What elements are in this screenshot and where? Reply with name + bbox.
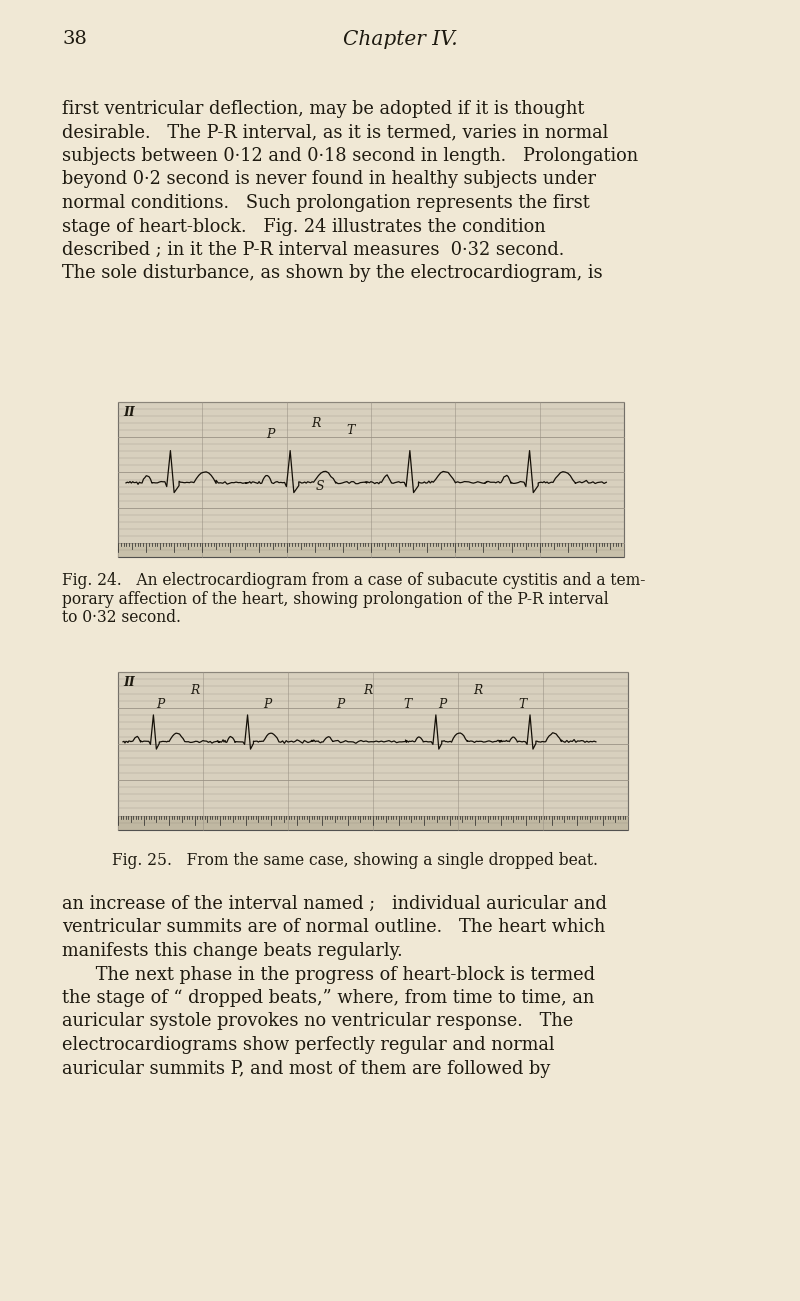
Text: T: T	[346, 424, 354, 437]
Text: auricular summits P, and most of them are followed by: auricular summits P, and most of them ar…	[62, 1059, 550, 1077]
Text: manifests this change beats regularly.: manifests this change beats regularly.	[62, 942, 402, 960]
Bar	[118, 543, 624, 557]
Text: P: P	[266, 428, 274, 441]
Text: P: P	[263, 699, 271, 712]
Text: Fig. 25.   From the same case, showing a single dropped beat.: Fig. 25. From the same case, showing a s…	[112, 852, 598, 869]
Text: II: II	[123, 406, 134, 419]
Bar	[118, 673, 628, 830]
Text: P: P	[156, 699, 164, 712]
Text: first ventricular deflection, may be adopted if it is thought: first ventricular deflection, may be ado…	[62, 100, 584, 118]
Text: P: P	[336, 699, 344, 712]
Text: R: R	[363, 684, 372, 697]
Text: R: R	[473, 684, 482, 697]
Text: T: T	[403, 699, 411, 712]
Text: R: R	[311, 418, 320, 431]
Text: described ; in it the P-R interval measures  0·32 second.: described ; in it the P-R interval measu…	[62, 241, 564, 259]
Text: ventricular summits are of normal outline.   The heart which: ventricular summits are of normal outlin…	[62, 919, 606, 937]
Bar	[118, 402, 624, 557]
Bar	[118, 816, 628, 830]
Text: desirable.   The P-R interval, as it is termed, varies in normal: desirable. The P-R interval, as it is te…	[62, 124, 608, 142]
Text: normal conditions.   Such prolongation represents the first: normal conditions. Such prolongation rep…	[62, 194, 590, 212]
Text: to 0·32 second.: to 0·32 second.	[62, 609, 181, 626]
Text: the stage of “ dropped beats,” where, from time to time, an: the stage of “ dropped beats,” where, fr…	[62, 989, 594, 1007]
Text: auricular systole provokes no ventricular response.   The: auricular systole provokes no ventricula…	[62, 1012, 574, 1030]
Text: Fig. 24.   An electrocardiogram from a case of subacute cystitis and a tem-: Fig. 24. An electrocardiogram from a cas…	[62, 572, 646, 589]
Text: stage of heart-block.   Fig. 24 illustrates the condition: stage of heart-block. Fig. 24 illustrate…	[62, 217, 546, 235]
Text: S: S	[316, 480, 325, 493]
Text: P: P	[438, 699, 446, 712]
Text: beyond 0·2 second is never found in healthy subjects under: beyond 0·2 second is never found in heal…	[62, 170, 596, 189]
Text: porary affection of the heart, showing prolongation of the P-R interval: porary affection of the heart, showing p…	[62, 591, 609, 608]
Text: T: T	[518, 699, 526, 712]
Text: subjects between 0·12 and 0·18 second in length.   Prolongation: subjects between 0·12 and 0·18 second in…	[62, 147, 638, 165]
Text: Chapter IV.: Chapter IV.	[342, 30, 458, 49]
Text: The sole disturbance, as shown by the electrocardiogram, is: The sole disturbance, as shown by the el…	[62, 264, 602, 282]
Text: R: R	[190, 684, 199, 697]
Text: 38: 38	[62, 30, 87, 48]
Text: an increase of the interval named ;   individual auricular and: an increase of the interval named ; indi…	[62, 895, 607, 913]
Text: electrocardiograms show perfectly regular and normal: electrocardiograms show perfectly regula…	[62, 1036, 554, 1054]
Text: II: II	[123, 677, 134, 690]
Text: The next phase in the progress of heart-block is termed: The next phase in the progress of heart-…	[62, 965, 595, 984]
